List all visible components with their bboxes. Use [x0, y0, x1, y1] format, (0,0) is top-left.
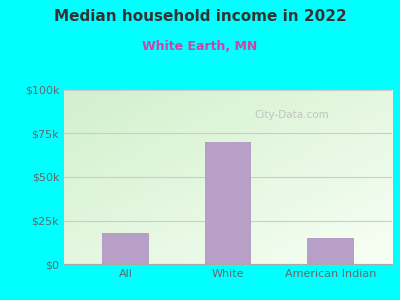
Bar [205, 142, 251, 264]
Text: White Earth, MN: White Earth, MN [142, 40, 258, 53]
Bar [102, 233, 148, 264]
Bar [308, 238, 354, 264]
Text: Median household income in 2022: Median household income in 2022 [54, 9, 346, 24]
Text: City-Data.com: City-Data.com [254, 110, 329, 120]
